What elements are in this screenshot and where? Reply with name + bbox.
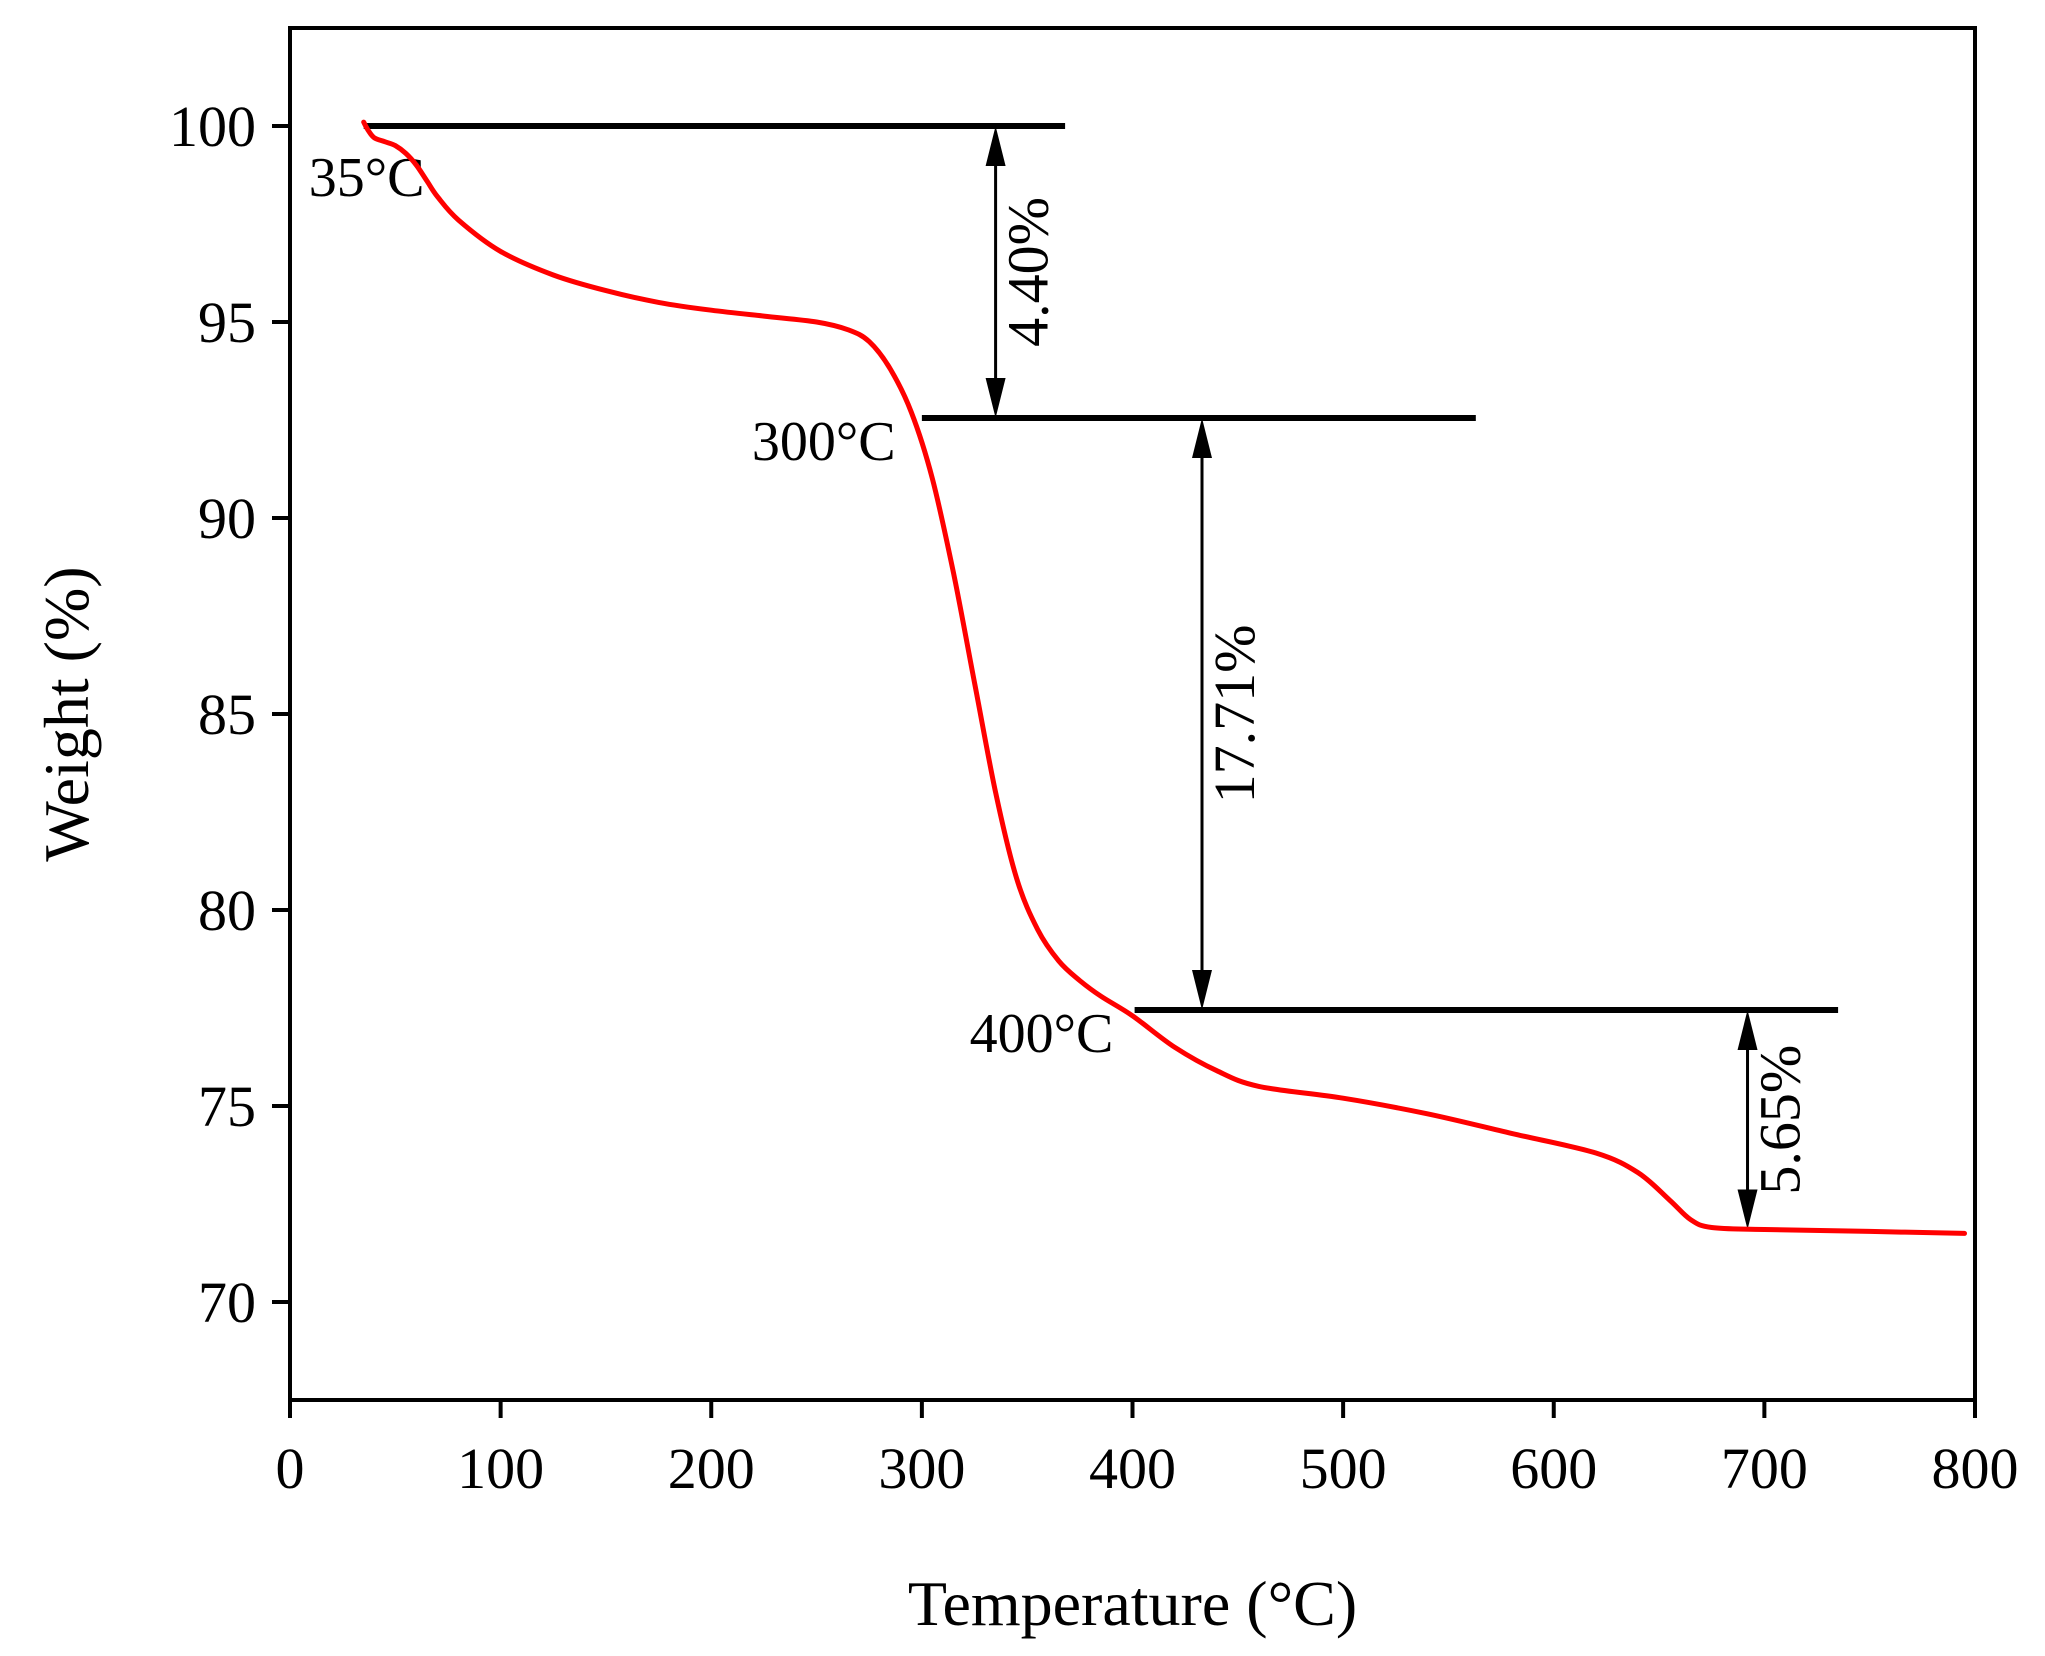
y-tick-label: 90 [198, 486, 256, 551]
y-tick-label: 95 [198, 290, 256, 355]
step-arrow-head-up [985, 126, 1006, 166]
x-tick-label: 700 [1721, 1436, 1808, 1501]
y-axis-title: Weight (%) [31, 566, 102, 861]
y-tick-label: 80 [198, 878, 256, 943]
x-tick-label: 400 [1089, 1436, 1176, 1501]
x-tick-label: 0 [276, 1436, 305, 1501]
step-arrow-head-down [1737, 1189, 1758, 1230]
y-tick-label: 85 [198, 682, 256, 747]
x-tick-label: 600 [1510, 1436, 1597, 1501]
step-loss-label: 4.40% [996, 197, 1061, 347]
step-temp-label: 400°C [970, 1003, 1114, 1065]
step-temp-label: 35°C [309, 147, 425, 209]
x-tick-label: 300 [878, 1436, 965, 1501]
x-tick-label: 100 [457, 1436, 544, 1501]
step-arrow-head-down [985, 378, 1006, 419]
x-axis-title: Temperature (°C) [908, 1568, 1357, 1639]
step-loss-label: 5.65% [1748, 1045, 1813, 1195]
step-arrow-head-up [1737, 1009, 1758, 1050]
step-temp-label: 300°C [752, 411, 896, 473]
annotations: 35°C 4.40% 300°C 17.71% 400°C 5.65% [309, 123, 1839, 1230]
y-tick-label: 75 [198, 1074, 256, 1139]
y-tick-label: 100 [169, 94, 256, 159]
tga-curve [361, 119, 1967, 1236]
y-axis: 70 75 80 85 90 95 100 [169, 94, 290, 1335]
step-loss-label: 17.71% [1202, 625, 1267, 804]
step-arrow-head-down [1192, 969, 1213, 1010]
x-tick-label: 800 [1932, 1436, 2019, 1501]
x-tick-label: 500 [1300, 1436, 1387, 1501]
x-axis: 0 100 200 300 400 500 600 700 800 [276, 1400, 2019, 1501]
y-tick-label: 70 [198, 1270, 256, 1335]
step-arrow-head-up [1192, 418, 1213, 459]
x-tick-label: 200 [668, 1436, 755, 1501]
